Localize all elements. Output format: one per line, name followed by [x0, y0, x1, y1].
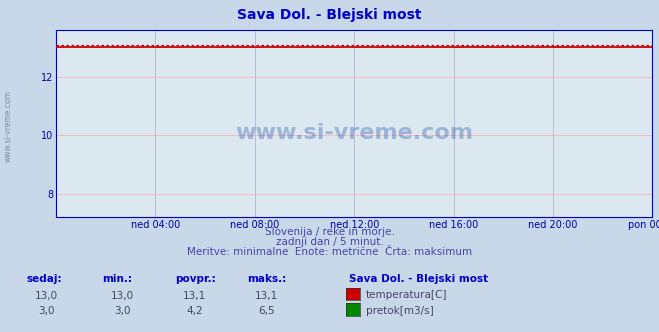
Text: Sava Dol. - Blejski most: Sava Dol. - Blejski most — [237, 8, 422, 22]
Text: Sava Dol. - Blejski most: Sava Dol. - Blejski most — [349, 274, 488, 284]
Text: www.si-vreme.com: www.si-vreme.com — [235, 123, 473, 143]
Text: 6,5: 6,5 — [258, 306, 275, 316]
Text: min.:: min.: — [102, 274, 132, 284]
Text: Slovenija / reke in morje.: Slovenija / reke in morje. — [264, 227, 395, 237]
Text: www.si-vreme.com: www.si-vreme.com — [3, 90, 13, 162]
Text: 13,0: 13,0 — [34, 290, 58, 300]
Text: 3,0: 3,0 — [38, 306, 55, 316]
Text: povpr.:: povpr.: — [175, 274, 215, 284]
Text: sedaj:: sedaj: — [26, 274, 62, 284]
Text: zadnji dan / 5 minut.: zadnji dan / 5 minut. — [275, 237, 384, 247]
Text: temperatura[C]: temperatura[C] — [366, 290, 447, 300]
Text: 13,0: 13,0 — [110, 290, 134, 300]
Text: maks.:: maks.: — [247, 274, 287, 284]
Text: 13,1: 13,1 — [255, 290, 279, 300]
Text: 13,1: 13,1 — [183, 290, 206, 300]
Text: pretok[m3/s]: pretok[m3/s] — [366, 306, 434, 316]
Text: Meritve: minimalne  Enote: metrične  Črta: maksimum: Meritve: minimalne Enote: metrične Črta:… — [187, 247, 472, 257]
Text: 3,0: 3,0 — [113, 306, 130, 316]
Text: 4,2: 4,2 — [186, 306, 203, 316]
